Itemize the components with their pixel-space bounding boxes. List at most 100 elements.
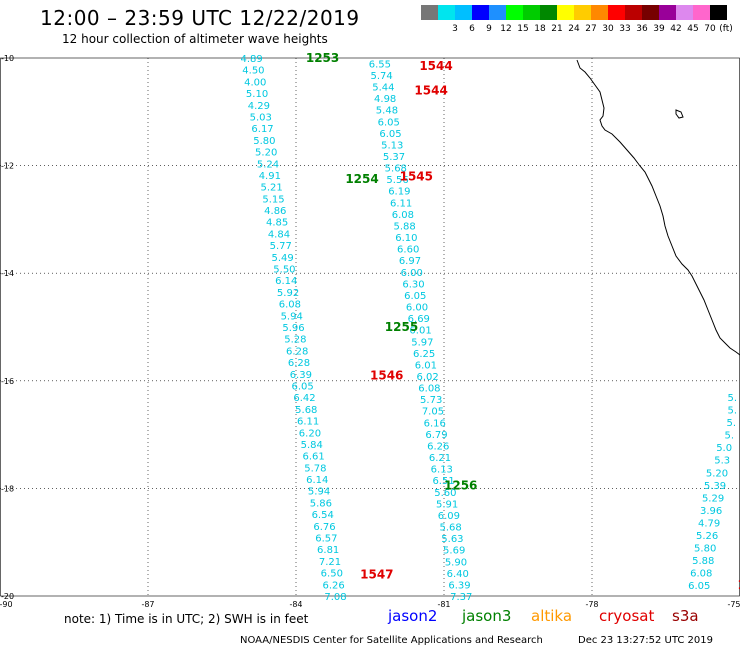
legend-swatch xyxy=(472,5,489,20)
wave-height-value: 6.13 xyxy=(431,465,453,476)
legend-label: 39 xyxy=(653,24,665,34)
pass-number-label: 1 xyxy=(738,578,740,592)
wave-height-value: 6.97 xyxy=(399,256,421,267)
map-grid xyxy=(0,58,740,596)
lat-tick-label: -18 xyxy=(1,484,14,493)
lon-tick-label: -75 xyxy=(727,600,740,609)
wave-height-value: 6.01 xyxy=(409,326,431,337)
legend-swatch xyxy=(642,5,659,20)
wave-height-value: 5.68 xyxy=(295,405,317,416)
legend-swatch xyxy=(523,5,540,20)
wave-height-value: 6.51 xyxy=(432,476,454,487)
wave-height-value: 6.16 xyxy=(424,418,446,429)
wave-height-value: 5.91 xyxy=(436,499,458,510)
wave-height-value: 6.05 xyxy=(688,581,710,592)
wave-height-value: 6.60 xyxy=(397,245,419,256)
wave-height-value: 6.50 xyxy=(321,569,343,580)
wave-height-value: 6.05 xyxy=(292,381,314,392)
wave-height-value: 5. xyxy=(727,405,737,416)
wave-height-value: 5.94 xyxy=(281,311,303,322)
wave-height-value: 6.00 xyxy=(401,268,423,279)
wave-height-value: 6.19 xyxy=(388,187,410,198)
wave-height-value: 5.88 xyxy=(394,221,416,232)
wave-height-value: 6.39 xyxy=(290,370,312,381)
wave-height-value: 6.08 xyxy=(392,210,414,221)
wave-height-value: 5. xyxy=(727,418,737,429)
wave-height-value: 6.54 xyxy=(312,510,334,521)
satellite-jason3-label: jason3 xyxy=(462,607,512,625)
legend-label: 42 xyxy=(670,24,682,34)
wave-height-value: 7.37 xyxy=(450,592,472,603)
wave-height-value: 6.40 xyxy=(447,569,469,580)
island-shape xyxy=(675,109,684,119)
footnote: note: 1) Time is in UTC; 2) SWH is in fe… xyxy=(64,612,309,626)
lon-tick-label: -90 xyxy=(0,600,13,609)
wave-height-value: 6.81 xyxy=(317,545,339,556)
wave-height-value: 5.39 xyxy=(704,481,726,492)
wave-height-value: 5.37 xyxy=(383,152,405,163)
wave-height-value: 6.30 xyxy=(402,279,424,290)
wave-height-value: 5.90 xyxy=(445,557,467,568)
wave-height-value: 6.39 xyxy=(448,580,470,591)
wave-height-value: 5.13 xyxy=(381,140,403,151)
legend-label: 6 xyxy=(469,24,475,34)
wave-height-value: 6.69 xyxy=(408,314,430,325)
wave-height-value: 5.0 xyxy=(716,443,732,454)
wave-height-value: 4.29 xyxy=(248,101,270,112)
pass-number-label: 1546 xyxy=(370,368,403,382)
wave-height-value: 4.89 xyxy=(240,54,262,65)
pass-labels: 1253 1544 1544 1545 1254 1255 1546 1256 1547 1 xyxy=(306,51,740,592)
wave-height-value: 5.88 xyxy=(692,556,714,567)
wave-height-value: 6.11 xyxy=(390,198,412,209)
wave-height-value: 5.48 xyxy=(376,106,398,117)
wave-height-value: 6.21 xyxy=(429,453,451,464)
wave-height-value: 5.44 xyxy=(372,83,394,94)
wave-height-value: 6.08 xyxy=(690,569,712,580)
lat-tick-label: -14 xyxy=(1,269,14,278)
legend-swatch xyxy=(659,5,676,20)
lat-tick-label: -16 xyxy=(1,377,14,386)
satellite-jason2-label: jason2 xyxy=(388,607,438,625)
legend-swatch xyxy=(421,5,438,20)
legend-swatch xyxy=(591,5,608,20)
wave-height-value: 5.21 xyxy=(261,183,283,194)
legend-swatch xyxy=(693,5,710,20)
legend-label: 21 xyxy=(551,24,563,34)
legend-swatch xyxy=(625,5,642,20)
wave-height-value: 5.24 xyxy=(257,159,279,170)
wave-height-value: 6.25 xyxy=(413,349,435,360)
satellite-cryosat-label: cryosat xyxy=(599,607,655,625)
legend-swatch xyxy=(574,5,591,20)
wave-height-value: 5.96 xyxy=(282,323,304,334)
wave-height-value: 5.26 xyxy=(696,531,718,542)
legend-swatch xyxy=(489,5,506,20)
wave-height-value: 5.03 xyxy=(250,112,272,123)
legend-label: 36 xyxy=(636,24,648,34)
wave-height-value: 6.28 xyxy=(286,346,308,357)
legend-swatch xyxy=(608,5,625,20)
lon-tick-label: -81 xyxy=(437,600,450,609)
wave-height-value: 6.17 xyxy=(251,124,273,135)
wave-height-value: 5.86 xyxy=(310,498,332,509)
wave-height-value: 5.10 xyxy=(246,89,268,100)
wave-height-value: 6.02 xyxy=(417,372,439,383)
legend-label: 12 xyxy=(500,24,512,34)
wave-height-value: 5.28 xyxy=(284,335,306,346)
wave-height-value: 6.26 xyxy=(427,441,449,452)
legend-swatch xyxy=(676,5,693,20)
coastline xyxy=(576,59,740,356)
wave-height-value: 5. xyxy=(725,431,735,442)
wave-height-value: 5.49 xyxy=(271,253,293,264)
wave-height-value: 5.97 xyxy=(411,337,433,348)
pass-number-label: 1253 xyxy=(306,51,339,65)
wave-height-value: 7.05 xyxy=(422,407,444,418)
timestamp: Dec 23 13:27:52 UTC 2019 xyxy=(578,635,713,646)
wave-height-value: 5.69 xyxy=(443,546,465,557)
lon-tick-label: -84 xyxy=(289,600,302,609)
wave-height-value: 5.60 xyxy=(434,488,456,499)
wave-height-value: 5.15 xyxy=(262,194,284,205)
legend-label: 15 xyxy=(517,24,529,34)
legend-swatch xyxy=(557,5,574,20)
wave-height-value: 5.94 xyxy=(308,487,330,498)
wave-height-value: 6.61 xyxy=(302,452,324,463)
